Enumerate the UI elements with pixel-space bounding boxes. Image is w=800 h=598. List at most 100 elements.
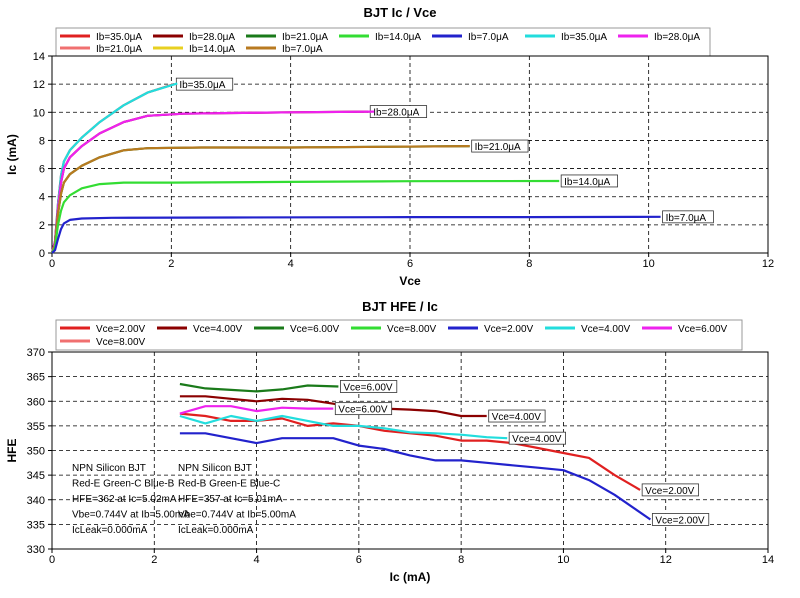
legend-label: Vce=2.00V xyxy=(484,324,534,335)
end-label-box xyxy=(651,513,710,526)
legend-label: Ib=14.0μA xyxy=(375,32,421,43)
series-path xyxy=(179,405,334,415)
info-line: Vbe=0.744V at Ib=5.00mA xyxy=(178,510,296,521)
series-line: Ib=14.0μA xyxy=(51,174,618,254)
end-label: Ib=14.0μA xyxy=(564,177,610,188)
legend-frame xyxy=(55,27,711,57)
legend-item: Vce=2.00V xyxy=(60,324,146,335)
info-line: Red-B Green-E Blue-C xyxy=(178,479,280,490)
end-label: Vce=2.00V xyxy=(655,515,705,526)
end-label: Ib=28.0μA xyxy=(373,108,419,119)
y-tick-label: 14 xyxy=(33,51,45,63)
x-tick-label: 4 xyxy=(288,258,294,270)
x-tick-label: 8 xyxy=(526,258,532,270)
x-tick-label: 6 xyxy=(407,258,413,270)
legend-item: Ib=35.0μA xyxy=(60,32,142,43)
series-line: Vce=6.00V xyxy=(179,402,393,416)
series-line: Vce=2.00V xyxy=(179,432,710,526)
legend-item: Ib=7.0μA xyxy=(246,44,323,55)
end-label: Ib=21.0μA xyxy=(475,142,521,153)
end-label: Vce=6.00V xyxy=(343,382,393,393)
legend-item: Ib=28.0μA xyxy=(153,32,235,43)
end-label-box xyxy=(662,210,714,224)
y-tick-label: 355 xyxy=(27,421,45,433)
end-label-box xyxy=(641,483,699,497)
end-label-box xyxy=(334,402,393,416)
x-tick-label: 0 xyxy=(49,258,55,270)
legend: Ib=35.0μA Ib=28.0μA Ib=21.0μA Ib=14.0μA Ib=7… xyxy=(55,27,711,57)
y-tick-label: 12 xyxy=(33,79,45,91)
y-tick-label: 10 xyxy=(33,107,45,119)
info-block: NPN Silicon BJT Red-E Green-C Blue-B HFE=3… xyxy=(72,463,190,536)
end-label: Vce=2.00V xyxy=(645,486,695,497)
end-label: Vce=4.00V xyxy=(492,412,542,423)
chart-title: BJT Ic / Vce xyxy=(364,5,437,20)
info-line: Red-E Green-C Blue-B xyxy=(72,479,175,490)
info-line: NPN Silicon BJT xyxy=(178,463,252,474)
legend-label: Vce=8.00V xyxy=(387,324,437,335)
legend-item: Vce=8.00V xyxy=(351,324,437,335)
legend-label: Ib=21.0μA xyxy=(96,44,142,55)
y-tick-label: 0 xyxy=(39,248,45,260)
legend-label: Ib=35.0μA xyxy=(561,32,607,43)
legend-label: Vce=2.00V xyxy=(96,324,146,335)
x-tick-label: 12 xyxy=(762,258,774,270)
x-tick-label: 2 xyxy=(168,258,174,270)
series-path xyxy=(179,432,652,521)
x-tick-label: 12 xyxy=(660,554,672,566)
series-line xyxy=(50,145,470,254)
series-path xyxy=(51,179,560,254)
x-tick-label: 10 xyxy=(557,554,569,566)
legend: Vce=2.00V Vce=4.00V Vce=6.00V Vce=8.00V Vce=… xyxy=(55,319,743,351)
end-label-box xyxy=(560,174,618,188)
legend-label: Vce=6.00V xyxy=(290,324,340,335)
legend-item: Vce=4.00V xyxy=(157,324,243,335)
info-line: HFE=362 at Ic=5.02mA xyxy=(72,494,177,505)
info-line: HFE=357 at Ic=5.01mA xyxy=(178,494,283,505)
legend-label: Ib=35.0μA xyxy=(96,32,142,43)
y-tick-label: 360 xyxy=(27,396,45,408)
legend-item: Ib=35.0μA xyxy=(525,32,607,43)
series-line: Vce=4.00V xyxy=(179,395,546,423)
legend-label: Vce=4.00V xyxy=(193,324,243,335)
x-axis-label: Vce xyxy=(399,274,421,288)
y-tick-label: 4 xyxy=(39,192,45,204)
y-tick-label: 350 xyxy=(27,446,45,458)
series-path xyxy=(51,215,661,254)
end-label: Ib=35.0μA xyxy=(179,80,225,91)
x-axis-label: Ic (mA) xyxy=(390,570,431,584)
legend-item: Vce=8.00V xyxy=(60,337,146,348)
legend-item: Vce=2.00V xyxy=(448,324,534,335)
legend-label: Ib=28.0μA xyxy=(189,32,235,43)
x-tick-label: 4 xyxy=(254,554,260,566)
legend-item: Ib=14.0μA xyxy=(339,32,421,43)
info-block: NPN Silicon BJT Red-B Green-E Blue-C HFE=3… xyxy=(178,463,296,536)
legend-label: Ib=7.0μA xyxy=(468,32,509,43)
series-path xyxy=(179,382,339,393)
legend-item: Ib=21.0μA xyxy=(60,44,142,55)
series-line: Ib=7.0μA xyxy=(51,210,714,254)
y-tick-label: 2 xyxy=(39,220,45,232)
legend-item: Ib=14.0μA xyxy=(153,44,235,55)
end-label-box xyxy=(488,409,546,423)
end-label: Vce=6.00V xyxy=(338,405,388,416)
legend-item: Ib=21.0μA xyxy=(246,32,328,43)
y-tick-label: 6 xyxy=(39,164,45,176)
end-label: Vce=4.00V xyxy=(512,434,562,445)
y-axis: 0 2 4 6 8 10 12 14 xyxy=(33,51,768,260)
legend-label: Vce=6.00V xyxy=(678,324,728,335)
x-tick-label: 2 xyxy=(151,554,157,566)
y-tick-label: 370 xyxy=(27,347,45,359)
legend-item: Vce=6.00V xyxy=(254,324,340,335)
info-line: NPN Silicon BJT xyxy=(72,463,146,474)
series-line: Vce=6.00V xyxy=(179,380,398,393)
series-path xyxy=(179,395,487,418)
legend-label: Ib=14.0μA xyxy=(189,44,235,55)
legend-item: Ib=28.0μA xyxy=(618,32,700,43)
series-line: Vce=4.00V xyxy=(179,414,566,445)
y-tick-label: 345 xyxy=(27,470,45,482)
legend-item: Vce=6.00V xyxy=(642,324,728,335)
y-axis-label: Ic (mA) xyxy=(5,134,19,175)
y-axis: 330 335 340 345 350 355 360 365 370 xyxy=(27,347,768,556)
